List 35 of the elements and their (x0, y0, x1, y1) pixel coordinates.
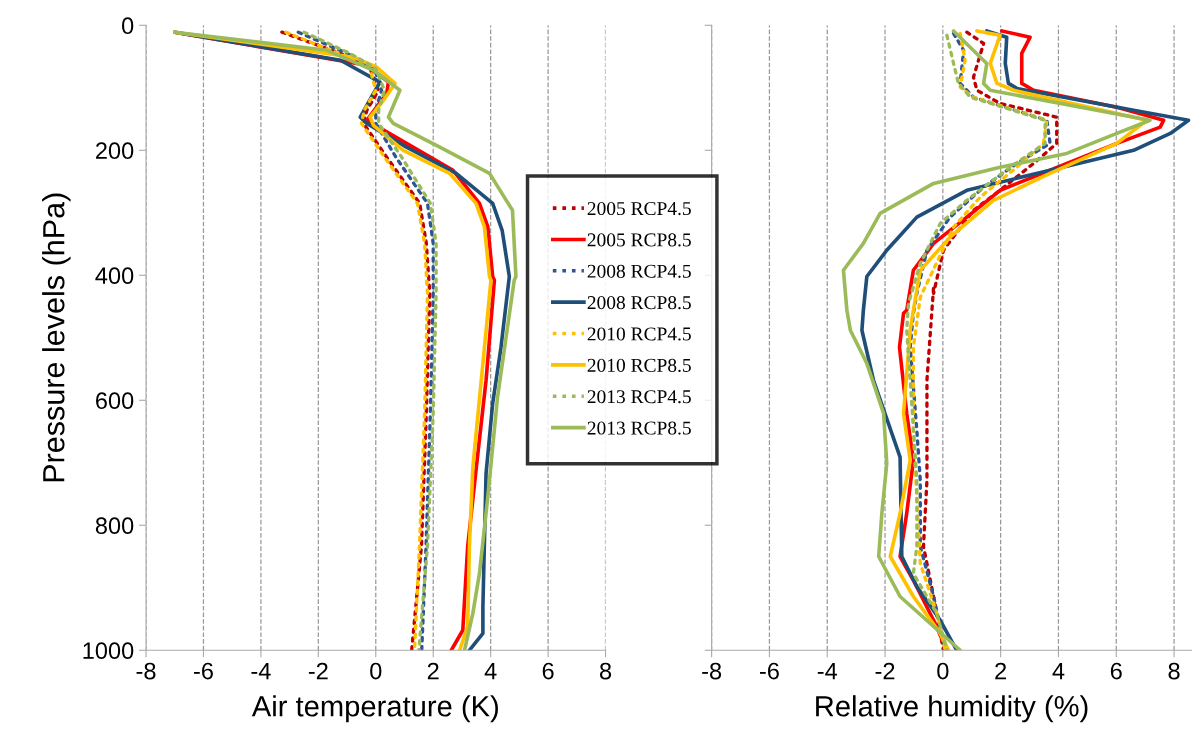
x-tick-label: 6 (542, 662, 554, 680)
y-tick-label: 600 (96, 392, 134, 410)
y-tick-label: 200 (96, 142, 134, 160)
x-tick-label: -8 (136, 662, 156, 680)
x-tick-label: -4 (251, 662, 271, 680)
x-tick-label: 8 (1168, 662, 1180, 680)
x-tick-label: 4 (484, 662, 497, 680)
x-tick-label: -2 (875, 662, 895, 680)
legend-label: 2005 RCP4.5 (587, 201, 691, 216)
x-tick-label: 6 (1110, 662, 1122, 680)
legend-label: 2010 RCP8.5 (587, 358, 691, 372)
y-axis-title: Pressure levels (hPa) (42, 193, 71, 482)
y-tick-label: 400 (95, 267, 134, 285)
x-tick-label: 4 (1052, 662, 1065, 680)
legend-label: 2008 RCP4.5 (587, 264, 691, 278)
x-tick-label: -6 (194, 662, 213, 680)
x-tick-label: 8 (600, 662, 612, 680)
x-tick-label: -8 (702, 662, 722, 680)
legend-label: 2013 RCP8.5 (587, 421, 691, 435)
x-tick-label: -4 (817, 662, 838, 680)
y-tick-label: 0 (122, 17, 134, 35)
x-tick-label: -6 (759, 662, 779, 680)
legend-label: 2013 RCP4.5 (587, 390, 691, 404)
x-tick-label: 0 (370, 662, 382, 680)
x-tick-label: 2 (995, 662, 1007, 680)
y-tick-label: 1000 (83, 642, 134, 660)
y-tick-label: 800 (95, 517, 134, 535)
x-tick-label: 2 (427, 662, 439, 680)
legend-label: 2008 RCP8.5 (587, 296, 691, 310)
x-axis-title: Air temperature (K) (251, 695, 498, 723)
legend-label: 2010 RCP4.5 (587, 327, 691, 341)
x-tick-label: -2 (308, 662, 328, 680)
legend-label: 2005 RCP8.5 (587, 233, 691, 247)
x-axis-title: Relative humidity (%) (816, 695, 1088, 723)
x-tick-label: 0 (937, 662, 949, 680)
